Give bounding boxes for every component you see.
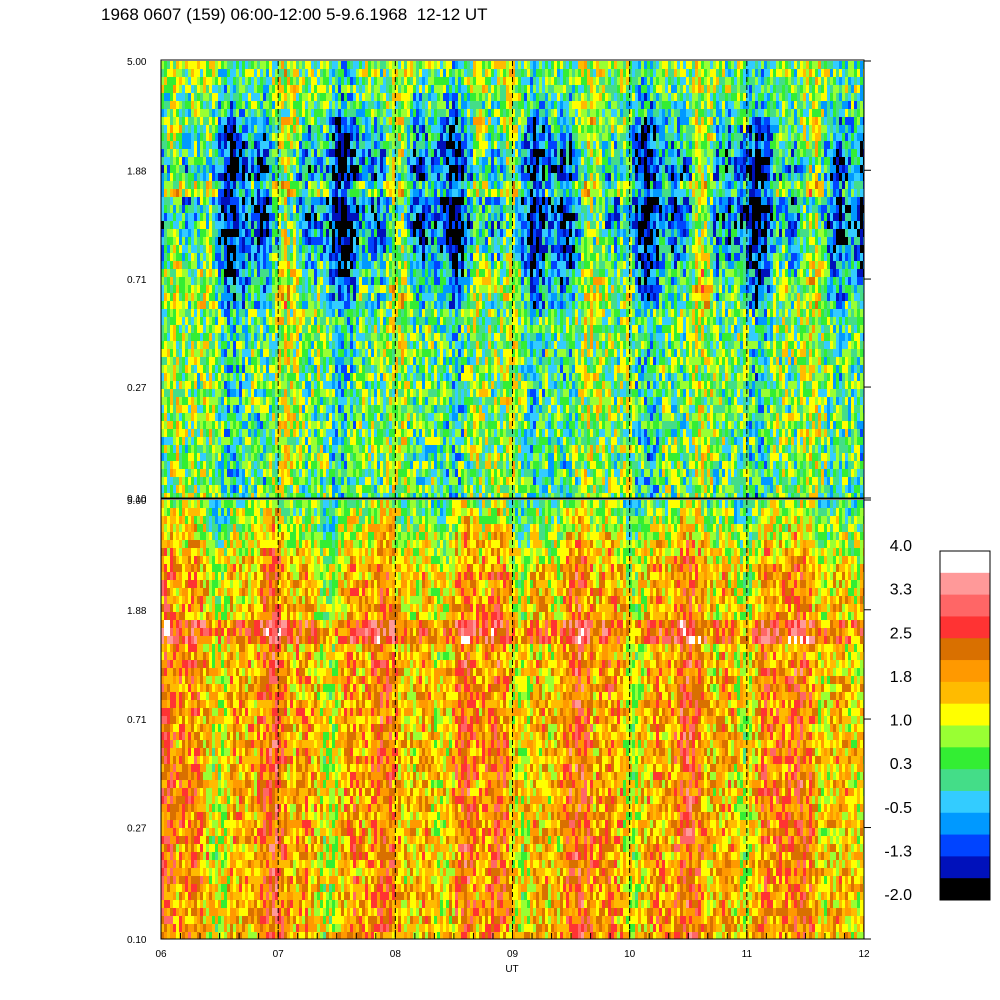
y-tick-label: 0.10 [127,494,147,505]
colorbar-swatch [940,747,990,770]
colorbar-tick-label: 4.0 [890,538,912,555]
colorbar-swatch [940,856,990,879]
colorbar-tick-label: 0.3 [890,756,912,773]
bottom-spectrogram-panel [161,500,864,939]
top-spectrogram-panel [161,61,864,498]
x-tick-label: 06 [155,949,167,960]
colorbar-frame [939,550,991,901]
colorbar-swatch [940,812,990,836]
y-tick-label: 5.00 [127,57,147,68]
chart-title: 1968 0607 (159) 06:00-12:00 5-9.6.1968 1… [101,5,488,25]
colorbar-swatch [940,878,990,901]
y-tick-label: 0.71 [127,275,147,286]
colorbar-swatch [940,725,990,748]
y-tick-label: 5.00 [127,496,147,507]
x-tick-label: 11 [742,949,753,960]
colorbar-swatch [940,551,990,574]
x-tick-label: 07 [273,949,285,960]
colorbar-tick-label: 3.3 [890,582,912,599]
colorbar: 4.0 3.3 2.5 1.8 1.0 0.3 -0.5 -1.3 -2.0 [884,538,991,904]
y-tick-label: 0.27 [127,383,147,394]
x-tick-label: 12 [858,949,870,960]
colorbar-swatch [940,572,990,596]
y-tick-label: 0.71 [127,715,147,726]
colorbar-swatch [940,660,990,683]
colorbar-tick-label: 2.5 [890,625,912,642]
colorbar-tick-label: -1.3 [884,843,912,860]
y-tick-label: 0.27 [127,824,147,835]
colorbar-swatch [940,834,990,857]
y-tick-label: 1.88 [127,606,147,617]
hour-marker-lines [277,61,748,939]
colorbar-swatch [940,594,990,617]
x-tick-label: 10 [624,949,636,960]
y-tick-label: 1.88 [127,166,147,177]
colorbar-tick-label: -0.5 [884,800,912,817]
colorbar-swatch [940,769,990,792]
x-axis-label: UT [505,964,518,975]
x-tick-label: 09 [507,949,519,960]
y-axis-ticks: 5.001.880.710.270.105.001.880.710.270.10 [127,57,871,946]
colorbar-swatch [940,638,990,661]
colorbar-tick-label: 1.8 [890,669,912,686]
colorbar-swatch [940,616,990,639]
colorbar-swatch [940,790,990,814]
x-tick-label: 08 [390,949,402,960]
colorbar-tick-label: -2.0 [884,887,912,904]
y-tick-label: 0.10 [127,935,147,946]
colorbar-swatch [940,703,990,726]
colorbar-tick-label: 1.0 [890,713,912,730]
x-axis-ticks: 06 07 08 09 10 11 12 [155,930,870,960]
colorbar-swatch [940,681,990,705]
